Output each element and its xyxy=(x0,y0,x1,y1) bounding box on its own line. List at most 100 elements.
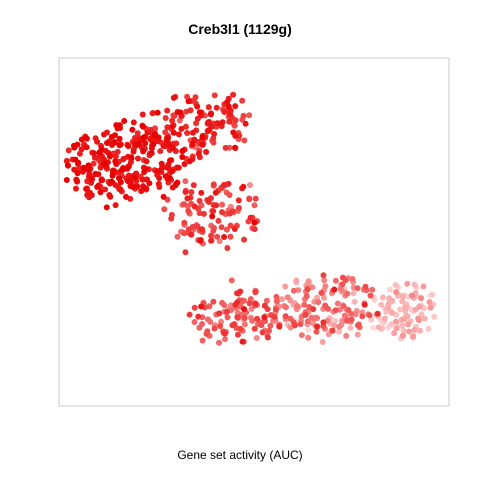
data-point xyxy=(406,328,413,335)
data-point xyxy=(199,134,206,141)
data-point xyxy=(241,321,248,328)
data-point xyxy=(160,142,167,149)
data-point xyxy=(420,283,427,290)
data-point xyxy=(318,289,325,296)
data-point xyxy=(234,314,241,321)
data-point xyxy=(221,109,228,115)
data-point xyxy=(344,317,351,324)
data-point xyxy=(78,136,85,143)
data-point xyxy=(367,292,374,299)
data-point xyxy=(216,339,222,346)
data-point xyxy=(232,301,239,308)
data-point xyxy=(249,317,256,324)
data-point xyxy=(203,149,210,155)
data-point xyxy=(223,308,230,315)
data-point xyxy=(336,323,343,330)
data-point xyxy=(261,302,268,309)
data-point xyxy=(86,189,93,196)
data-point xyxy=(169,123,176,130)
data-point xyxy=(399,322,406,329)
data-point xyxy=(362,283,369,290)
data-point xyxy=(355,322,361,329)
data-point xyxy=(339,274,346,281)
data-point xyxy=(425,325,432,332)
data-point xyxy=(282,313,289,320)
data-point xyxy=(415,317,422,324)
data-point xyxy=(369,286,376,293)
data-point xyxy=(405,321,412,328)
data-point xyxy=(315,299,322,306)
data-point xyxy=(239,97,246,104)
data-point xyxy=(304,318,311,325)
data-point xyxy=(393,325,400,332)
data-point xyxy=(216,238,223,245)
data-point xyxy=(230,129,237,136)
data-point xyxy=(354,331,361,338)
data-point xyxy=(198,189,205,196)
data-point xyxy=(182,178,189,185)
data-point xyxy=(220,182,227,188)
data-point xyxy=(347,325,354,331)
data-point xyxy=(185,226,192,233)
data-point xyxy=(175,131,182,138)
data-point xyxy=(213,202,220,209)
data-point xyxy=(266,327,272,334)
data-point xyxy=(112,202,119,209)
data-point xyxy=(251,325,258,332)
data-point xyxy=(366,312,373,319)
data-point xyxy=(170,129,177,136)
data-point xyxy=(391,330,398,337)
data-point xyxy=(217,323,224,329)
data-point xyxy=(310,306,317,313)
data-point xyxy=(135,141,142,147)
data-point xyxy=(232,144,238,151)
data-point xyxy=(177,109,184,116)
data-point xyxy=(74,170,81,177)
data-point xyxy=(386,286,393,293)
data-point xyxy=(148,150,155,157)
data-point xyxy=(427,304,434,311)
data-point xyxy=(164,124,171,131)
data-point xyxy=(242,120,249,127)
data-point xyxy=(388,321,395,328)
data-point xyxy=(200,210,207,217)
data-point xyxy=(173,180,180,187)
data-point xyxy=(273,306,279,313)
data-point xyxy=(401,315,408,322)
data-point xyxy=(241,306,248,313)
data-point xyxy=(370,324,377,331)
data-point xyxy=(90,160,97,167)
data-point xyxy=(305,278,312,285)
data-point xyxy=(132,174,139,181)
data-point xyxy=(130,148,137,155)
data-point xyxy=(284,294,291,301)
data-point xyxy=(416,303,423,310)
data-point xyxy=(331,322,338,329)
data-point xyxy=(251,219,258,226)
data-point xyxy=(219,299,226,306)
data-point xyxy=(120,156,127,163)
data-point xyxy=(304,286,311,293)
data-point xyxy=(199,226,206,233)
data-point xyxy=(117,186,124,193)
data-point xyxy=(399,298,406,305)
data-point xyxy=(211,325,218,332)
data-point xyxy=(239,338,246,345)
data-point xyxy=(241,236,247,243)
data-point xyxy=(276,323,283,330)
data-point xyxy=(167,157,173,164)
data-point xyxy=(155,180,162,187)
data-point xyxy=(204,316,211,323)
data-point xyxy=(290,287,297,294)
data-point xyxy=(261,314,268,321)
data-point xyxy=(349,276,356,282)
data-point xyxy=(181,161,188,168)
data-point xyxy=(175,164,182,171)
data-point xyxy=(313,328,320,335)
data-point xyxy=(101,131,107,138)
data-point xyxy=(191,304,198,311)
data-point xyxy=(258,322,265,329)
data-point xyxy=(116,135,123,142)
data-point xyxy=(194,103,201,110)
data-point xyxy=(246,196,253,203)
